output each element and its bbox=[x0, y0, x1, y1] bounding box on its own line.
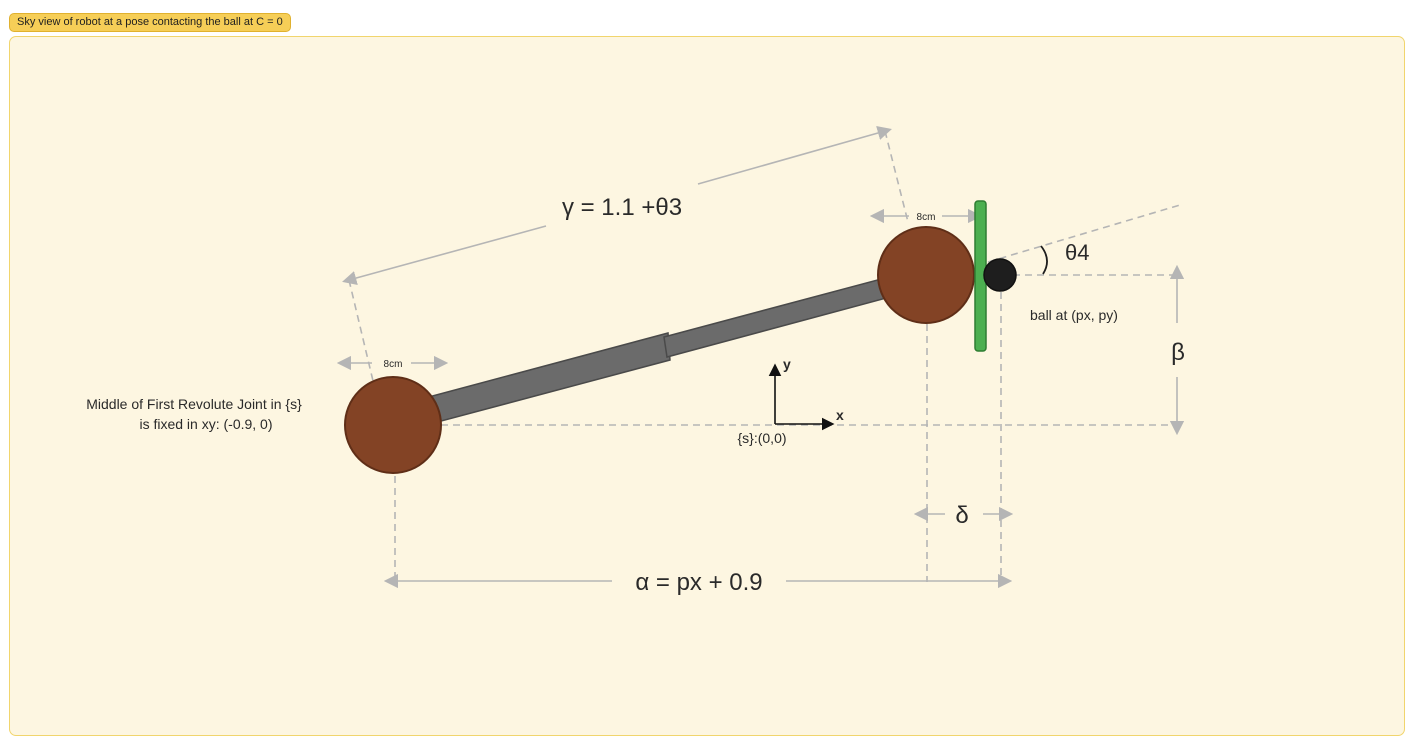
dim-8cm-left-label: 8cm bbox=[384, 359, 403, 370]
diagram-frame bbox=[9, 36, 1405, 736]
gamma-extension-right bbox=[884, 130, 909, 223]
robot-arm bbox=[344, 200, 1048, 474]
ball bbox=[983, 258, 1017, 292]
link-1 bbox=[424, 332, 671, 425]
joint-note-line-1: Middle of First Revolute Joint in {s} bbox=[86, 396, 302, 412]
ball-label: ball at (px, py) bbox=[1030, 307, 1118, 323]
beta-label: β bbox=[1171, 339, 1185, 366]
joint-1 bbox=[344, 376, 442, 474]
gamma-label: γ = 1.1 +θ3 bbox=[562, 194, 682, 221]
link-2 bbox=[663, 277, 891, 358]
frame-title-tag: Sky view of robot at a pose contacting t… bbox=[9, 13, 291, 32]
alpha-label: α = px + 0.9 bbox=[635, 569, 762, 596]
y-axis-label: y bbox=[783, 356, 791, 372]
theta4-label: θ4 bbox=[1065, 240, 1089, 265]
theta4-arc bbox=[1040, 245, 1048, 275]
dimension-lines bbox=[336, 126, 1185, 589]
gamma-dim-right bbox=[697, 126, 892, 185]
x-axis-label: x bbox=[836, 407, 844, 423]
theta4-reference-line bbox=[987, 204, 1181, 263]
s-frame-axes bbox=[768, 363, 835, 431]
gamma-dim-left bbox=[342, 225, 547, 286]
origin-label: {s}:(0,0) bbox=[737, 430, 786, 446]
dashed-guides bbox=[348, 130, 1181, 582]
gamma-extension-left bbox=[348, 279, 375, 386]
joint-note-line-2: is fixed in xy: (-0.9, 0) bbox=[139, 416, 272, 432]
dim-8cm-right-label: 8cm bbox=[917, 212, 936, 223]
delta-label: δ bbox=[955, 502, 968, 529]
joint-2 bbox=[877, 226, 975, 324]
